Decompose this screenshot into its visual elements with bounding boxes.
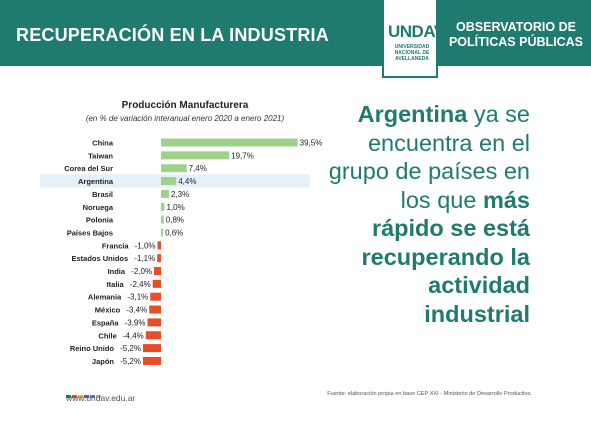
headline-emphasis: Argentina <box>357 101 468 127</box>
value-label: 1,0% <box>166 203 184 212</box>
header-bar: RECUPERACIÓN EN LA INDUSTRIA <box>0 0 591 66</box>
category-label: Japón <box>92 357 115 366</box>
logo-sub-2: NACIONAL DE <box>394 50 430 56</box>
category-label: Alemania <box>88 293 122 302</box>
bar-reino-unido <box>143 344 161 353</box>
logo-text: UNDAV <box>388 22 445 41</box>
bar-españa <box>147 318 161 327</box>
brand-dot <box>96 395 101 398</box>
category-label: Chile <box>98 331 116 340</box>
bar-noruega <box>161 202 165 211</box>
observatorio-label: OBSERVATORIO DE POLÍTICAS PÚBLICAS <box>446 20 586 50</box>
bar-francia <box>157 241 161 250</box>
value-label: -2,0% <box>131 267 152 276</box>
bar-argentina <box>161 177 177 186</box>
bar-chile <box>145 331 161 340</box>
value-label: 7,4% <box>189 164 207 173</box>
category-label: Brasil <box>92 190 113 199</box>
headline-message: Argentina ya se encuentra en el grupo de… <box>325 100 530 328</box>
headline-emphasis: más rápido se está recuperando la activi… <box>361 186 530 327</box>
brand-dots <box>66 385 102 403</box>
value-label: -4,4% <box>123 331 144 340</box>
brand-dot <box>84 395 89 398</box>
category-label: Argentina <box>78 177 114 186</box>
observatorio-line-1: OBSERVATORIO DE <box>456 20 576 34</box>
value-label: 4,4% <box>178 177 196 186</box>
bar-india <box>154 267 161 275</box>
bar-polonia <box>161 215 164 224</box>
bar-taiwan <box>161 151 230 160</box>
category-label: Italia <box>107 280 125 289</box>
category-label: China <box>92 139 114 148</box>
value-label: -5,2% <box>120 344 141 353</box>
undav-logo: UNDAV UNIVERSIDAD NACIONAL DE AVELLANEDA <box>382 0 445 78</box>
page-title: RECUPERACIÓN EN LA INDUSTRIA <box>16 25 329 45</box>
category-label: Taiwan <box>88 151 113 160</box>
value-label: -1,1% <box>134 254 155 263</box>
category-label: Estados Unidos <box>72 254 129 263</box>
category-label: Polonia <box>86 216 114 225</box>
bar-brasil <box>161 189 169 198</box>
chart-subtitle: (en % de variación interanual enero 2020… <box>85 114 285 123</box>
bar-italia <box>152 279 161 288</box>
value-label: 19,7% <box>231 151 254 160</box>
logo-sub-3: AVELLANEDA <box>395 56 429 62</box>
chart-title: Producción Manufacturera <box>121 100 249 111</box>
value-label: -3,4% <box>126 306 147 315</box>
brand-dot <box>90 395 95 398</box>
category-label: Países Bajos <box>67 228 113 237</box>
value-label: -5,2% <box>120 357 141 366</box>
category-label: Corea del Sur <box>64 164 113 173</box>
brand-dot <box>66 395 71 398</box>
bar-japón <box>143 356 161 365</box>
bar-corea-del-sur <box>161 164 187 173</box>
bar-alemania <box>150 292 161 301</box>
value-label: -3,1% <box>127 293 148 302</box>
category-label: México <box>95 306 121 315</box>
category-label: Francia <box>102 241 130 250</box>
value-label: 2,3% <box>171 190 189 199</box>
bar-estados-unidos <box>157 254 161 263</box>
bar-china <box>161 138 298 147</box>
source-note: Fuente: elaboración propia en base CEP X… <box>327 391 532 397</box>
brand-dot <box>72 395 77 398</box>
value-label: -1,0% <box>135 241 156 250</box>
value-label: -2,4% <box>130 280 151 289</box>
logo-sub-1: UNIVERSIDAD <box>394 44 430 50</box>
category-label: India <box>108 267 126 276</box>
category-label: Noruega <box>83 203 114 212</box>
brand-dot <box>78 395 83 398</box>
bar-países-bajos <box>161 228 164 237</box>
value-label: 0,6% <box>165 228 183 237</box>
observatorio-line-2: POLÍTICAS PÚBLICAS <box>448 35 584 49</box>
category-label: Reino Unido <box>70 344 115 353</box>
value-label: 0,8% <box>166 216 184 225</box>
website-url: www.undav.edu.ar <box>66 393 136 403</box>
category-label: España <box>92 318 120 327</box>
bar-méxico <box>149 305 161 314</box>
headline-text: ya se encuentra en el grupo de países en… <box>328 101 530 213</box>
value-label: -3,9% <box>125 318 146 327</box>
value-label: 39,5% <box>300 139 323 148</box>
